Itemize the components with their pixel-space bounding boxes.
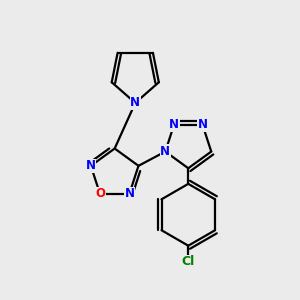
Text: N: N: [124, 187, 134, 200]
Text: N: N: [197, 118, 208, 131]
Text: N: N: [130, 96, 140, 110]
Text: N: N: [86, 159, 96, 172]
Text: N: N: [169, 118, 179, 131]
Text: N: N: [160, 145, 170, 158]
Text: Cl: Cl: [182, 255, 195, 268]
Text: O: O: [95, 187, 105, 200]
